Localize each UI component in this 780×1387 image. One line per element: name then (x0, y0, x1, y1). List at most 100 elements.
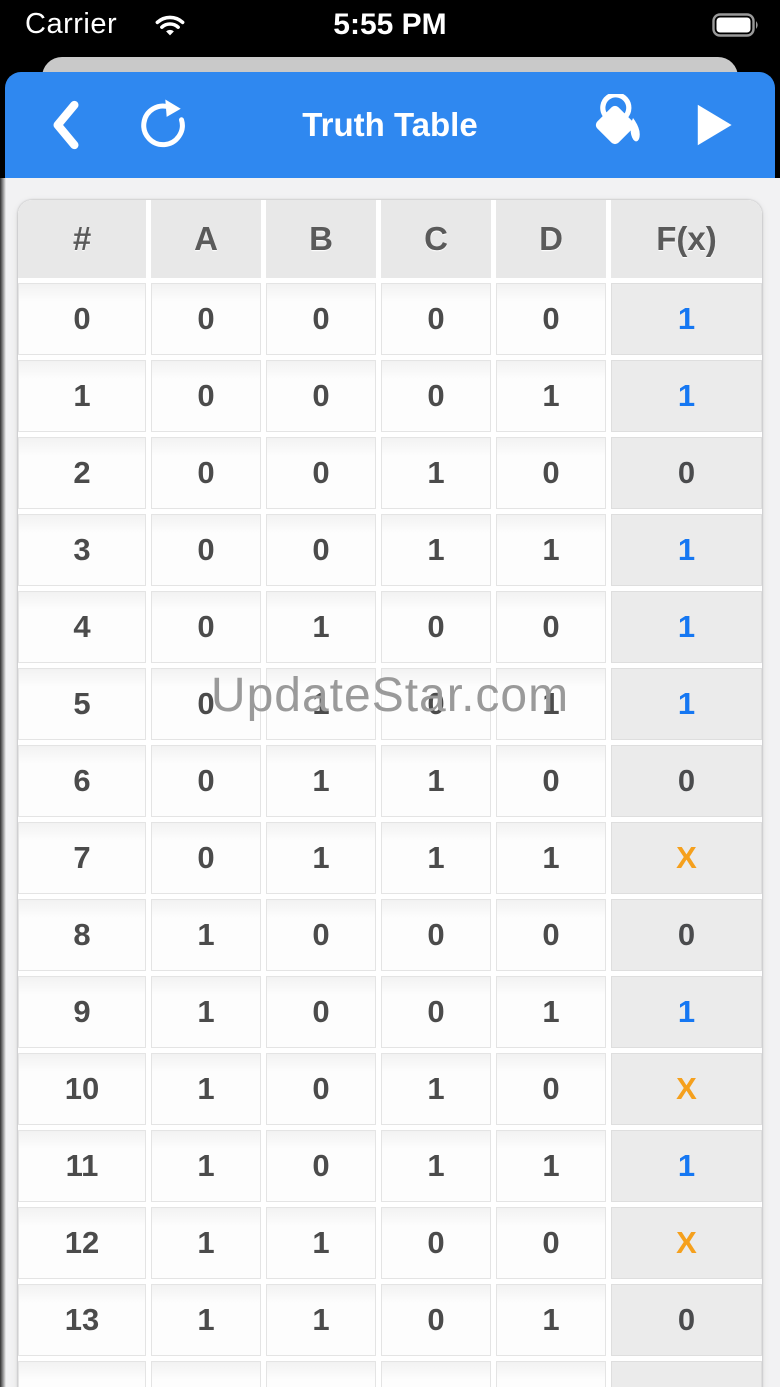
cell-b: 1 (266, 745, 376, 817)
cell-d: 0 (496, 1207, 606, 1279)
cell-a: 1 (151, 1130, 261, 1202)
fx-cell[interactable]: X (611, 822, 762, 894)
cell-a: 0 (151, 745, 261, 817)
cell-c (381, 1361, 491, 1387)
cell-b: 0 (266, 899, 376, 971)
cell-a: 1 (151, 976, 261, 1048)
cell-c: 1 (381, 822, 491, 894)
nav-bar: Truth Table (5, 72, 775, 178)
cell-index: 6 (18, 745, 146, 817)
fx-cell[interactable]: X (611, 1207, 762, 1279)
cell-a: 0 (151, 437, 261, 509)
fx-cell[interactable]: 1 (611, 514, 762, 586)
fx-cell[interactable]: 1 (611, 1130, 762, 1202)
cell-b: 1 (266, 1207, 376, 1279)
play-button[interactable] (687, 72, 739, 178)
cell-b: 1 (266, 822, 376, 894)
cell-c: 0 (381, 360, 491, 432)
column-header-d: D (496, 200, 606, 278)
cell-b: 0 (266, 514, 376, 586)
cell-a: 1 (151, 1284, 261, 1356)
cell-index (18, 1361, 146, 1387)
cell-d: 1 (496, 360, 606, 432)
cell-a (151, 1361, 261, 1387)
cell-d: 1 (496, 822, 606, 894)
column-header-num: # (18, 200, 146, 278)
window-edge-shadow (0, 178, 6, 1387)
cell-d: 1 (496, 1130, 606, 1202)
fx-cell[interactable] (611, 1361, 762, 1387)
cell-c: 1 (381, 1130, 491, 1202)
fx-cell[interactable]: 0 (611, 745, 762, 817)
fx-cell[interactable]: 0 (611, 899, 762, 971)
clock: 5:55 PM (333, 8, 447, 41)
fx-cell[interactable]: 1 (611, 360, 762, 432)
wifi-icon (152, 10, 188, 43)
cell-index: 9 (18, 976, 146, 1048)
cell-d: 0 (496, 1053, 606, 1125)
fx-cell[interactable]: 1 (611, 668, 762, 740)
cell-index: 4 (18, 591, 146, 663)
cell-d: 0 (496, 745, 606, 817)
cell-c: 0 (381, 976, 491, 1048)
cell-b: 1 (266, 1284, 376, 1356)
cell-b (266, 1361, 376, 1387)
column-header-a: A (151, 200, 261, 278)
cell-b: 1 (266, 668, 376, 740)
cell-index: 10 (18, 1053, 146, 1125)
cell-index: 5 (18, 668, 146, 740)
status-bar: Carrier 5:55 PM (0, 0, 780, 58)
cell-c: 0 (381, 899, 491, 971)
content-area: # A B C D F(x) 0 0 0 0 0 1 1 0 0 0 1 1 2 0 0 1 0 0 3 0 0 1 1 1 4 0 1 0 0 1 5… (0, 178, 780, 1387)
cell-d: 0 (496, 437, 606, 509)
cell-b: 0 (266, 437, 376, 509)
cell-a: 1 (151, 1207, 261, 1279)
cell-c: 1 (381, 745, 491, 817)
fx-cell[interactable]: 1 (611, 591, 762, 663)
fx-cell[interactable]: 1 (611, 976, 762, 1048)
cell-b: 0 (266, 1053, 376, 1125)
column-header-c: C (381, 200, 491, 278)
truth-table: # A B C D F(x) 0 0 0 0 0 1 1 0 0 0 1 1 2 0 0 1 0 0 3 0 0 1 1 1 4 0 1 0 0 1 5… (18, 200, 762, 1387)
cell-index: 8 (18, 899, 146, 971)
cell-c: 1 (381, 514, 491, 586)
fx-cell[interactable]: 0 (611, 437, 762, 509)
cell-d (496, 1361, 606, 1387)
refresh-icon[interactable] (133, 72, 193, 178)
fx-cell[interactable]: 0 (611, 1284, 762, 1356)
cell-index: 13 (18, 1284, 146, 1356)
cell-a: 0 (151, 283, 261, 355)
cell-c: 0 (381, 1284, 491, 1356)
cell-index: 2 (18, 437, 146, 509)
fx-cell[interactable]: 1 (611, 283, 762, 355)
cell-a: 1 (151, 899, 261, 971)
cell-d: 1 (496, 976, 606, 1048)
fx-cell[interactable]: X (611, 1053, 762, 1125)
cell-c: 0 (381, 668, 491, 740)
paint-bucket-icon[interactable] (585, 72, 657, 178)
cell-b: 0 (266, 283, 376, 355)
truth-table-card: # A B C D F(x) 0 0 0 0 0 1 1 0 0 0 1 1 2 0 0 1 0 0 3 0 0 1 1 1 4 0 1 0 0 1 5… (18, 200, 762, 1387)
column-header-f(x): F(x) (611, 200, 762, 278)
cell-a: 0 (151, 822, 261, 894)
cell-d: 1 (496, 668, 606, 740)
cell-c: 0 (381, 591, 491, 663)
cell-b: 0 (266, 360, 376, 432)
cell-a: 0 (151, 591, 261, 663)
cell-index: 3 (18, 514, 146, 586)
carrier-label: Carrier (25, 8, 118, 40)
cell-index: 12 (18, 1207, 146, 1279)
cell-c: 0 (381, 1207, 491, 1279)
cell-index: 0 (18, 283, 146, 355)
cell-a: 1 (151, 1053, 261, 1125)
cell-a: 0 (151, 514, 261, 586)
cell-c: 0 (381, 283, 491, 355)
cell-d: 0 (496, 591, 606, 663)
cell-a: 0 (151, 360, 261, 432)
cell-index: 1 (18, 360, 146, 432)
cell-b: 0 (266, 1130, 376, 1202)
back-button[interactable] (41, 72, 91, 178)
cell-c: 1 (381, 437, 491, 509)
battery-icon (712, 13, 760, 42)
cell-index: 7 (18, 822, 146, 894)
